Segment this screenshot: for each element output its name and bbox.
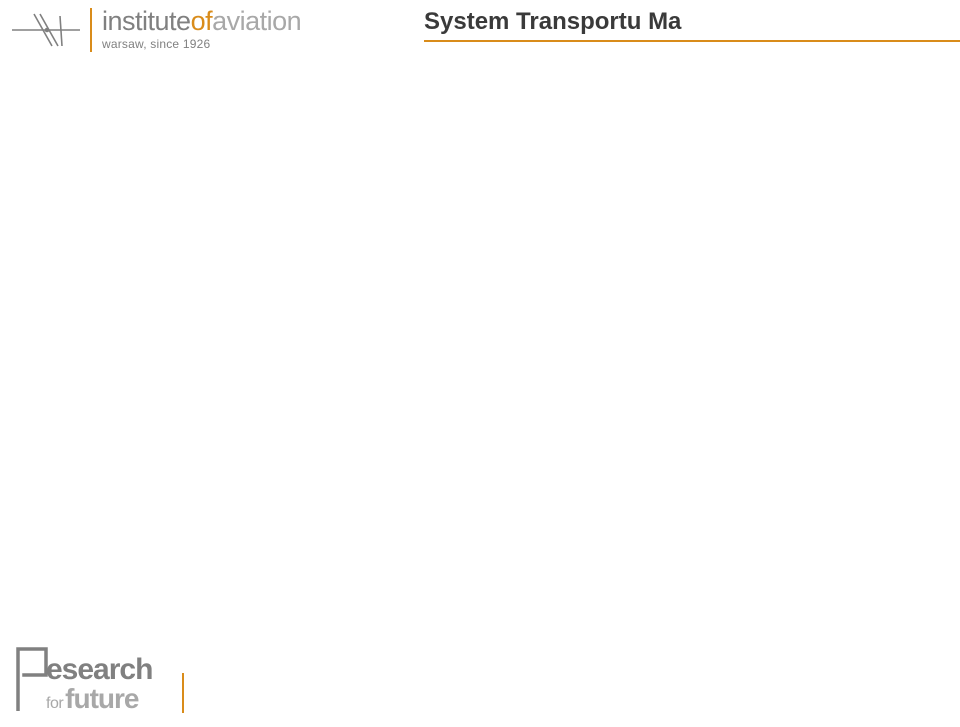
logo-word-aviation: aviation <box>212 6 301 36</box>
footer-divider <box>182 673 184 713</box>
logo-word-of: of <box>191 6 213 36</box>
title-wrap: System Transportu Ma <box>424 10 960 50</box>
logo-word-institute: institute <box>102 6 191 36</box>
logo-tagline: warsaw, since 1926 <box>102 37 301 51</box>
institute-logo-mark <box>12 10 80 50</box>
header: instituteofaviation warsaw, since 1926 S… <box>12 8 960 58</box>
title-underline <box>424 40 960 42</box>
institute-logo-text: instituteofaviation warsaw, since 1926 <box>90 8 301 52</box>
logo-line1: instituteofaviation <box>102 8 301 35</box>
footer-logo: esearch for future <box>12 639 212 717</box>
footer-text: esearch for future <box>46 656 152 715</box>
page-title: System Transportu Ma <box>424 10 960 34</box>
footer-word-for: for <box>46 695 63 713</box>
footer-word-esearch: esearch <box>46 656 152 683</box>
footer-word-future: future <box>65 683 138 715</box>
